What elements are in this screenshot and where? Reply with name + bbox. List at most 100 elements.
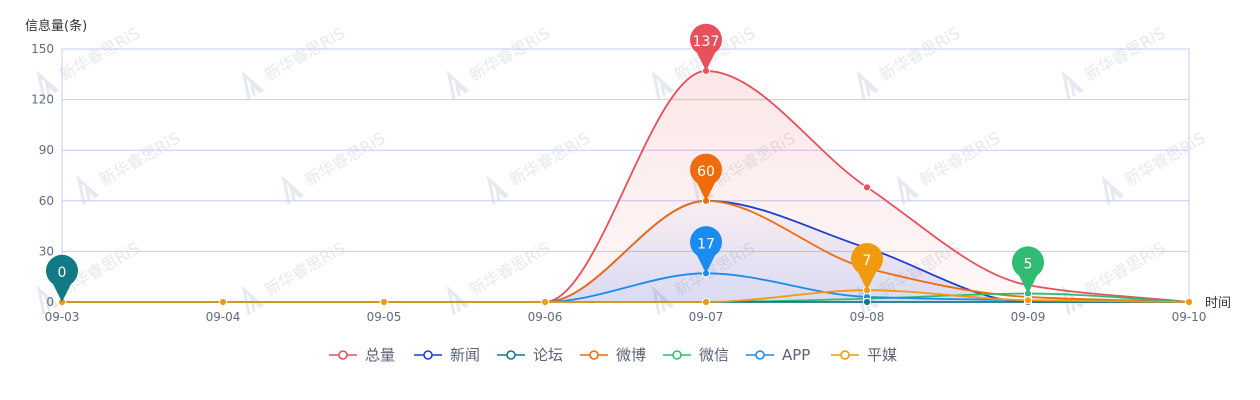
x-tick-label: 09-06 (528, 310, 563, 324)
watermark-logo: 新华睿思RiS (896, 128, 1003, 205)
watermark-text: 新华睿思RiS (1081, 23, 1168, 84)
y-axis-title: 信息量(条) (25, 18, 87, 34)
y-tick-label: 90 (39, 143, 54, 157)
watermark-logo: 新华睿思RiS (76, 128, 183, 205)
pin-marker (45, 254, 79, 302)
data-point-print[interactable] (1023, 296, 1033, 305)
watermark-text: 新华睿思RiS (1121, 128, 1208, 189)
pin-label: 60 (697, 164, 715, 180)
pin-label: 0 (58, 265, 67, 281)
y-tick-label: 120 (31, 93, 54, 107)
watermark-logo: 新华睿思RiS (1101, 128, 1208, 205)
watermark-mark (241, 70, 264, 100)
pin-weibo: 60 (690, 153, 722, 201)
pin-marker (850, 242, 883, 291)
watermark-text: 新华睿思RiS (301, 128, 388, 189)
legend-label: APP (782, 346, 810, 364)
watermark-mark (281, 175, 304, 205)
legend-item-app[interactable]: APP (746, 346, 810, 364)
data-point-print[interactable] (701, 297, 711, 307)
watermark-mark (76, 175, 99, 205)
x-tick-label: 09-08 (850, 310, 885, 324)
watermark-logo: 新华睿思RiS (241, 23, 348, 100)
legend-label: 平媒 (867, 346, 897, 364)
data-point-forum[interactable] (862, 297, 872, 307)
pin-forum: 0 (45, 254, 79, 302)
watermark-logo: 新华睿思RiS (486, 128, 593, 205)
watermark-logo: 新华睿思RiS (446, 23, 553, 100)
legend-swatch-marker (672, 350, 682, 360)
data-point-print[interactable] (540, 297, 550, 307)
watermark-text: 新华睿思RiS (1081, 238, 1168, 299)
pin-label: 7 (863, 253, 872, 269)
legend-swatch-marker (423, 350, 433, 360)
pin-app: 17 (690, 226, 722, 274)
y-tick-label: 150 (31, 42, 54, 56)
x-tick-label: 09-07 (689, 310, 724, 324)
pin-wechat: 5 (1011, 246, 1044, 294)
watermark-text: 新华睿思RiS (261, 238, 348, 299)
legend-item-wechat[interactable]: 微信 (663, 346, 729, 364)
legend: 总量 新闻 论坛 微博 微信 APP 平媒 (329, 346, 897, 364)
data-point-print[interactable] (379, 297, 389, 307)
legend-swatch-marker (506, 350, 516, 360)
x-tick-label: 09-09 (1011, 310, 1046, 324)
watermark-text: 新华睿思RiS (261, 23, 348, 84)
legend-label: 微信 (699, 346, 729, 364)
data-point-print[interactable] (218, 297, 228, 307)
legend-label: 微博 (616, 346, 646, 364)
legend-item-news[interactable]: 新闻 (414, 346, 480, 364)
watermark-mark (486, 175, 509, 205)
watermark-text: 新华睿思RiS (466, 238, 553, 299)
series-area-news (62, 200, 1189, 302)
x-tick-label: 09-03 (45, 310, 80, 324)
x-axis-title: 时间 (1205, 296, 1231, 311)
pin-total: 137 (690, 23, 722, 71)
pin-layer: 137 60 17 7 5 0 (45, 23, 1044, 302)
y-tick-label: 30 (39, 244, 54, 258)
legend-label: 总量 (365, 346, 395, 364)
watermark-logo: 新华睿思RiS (1061, 23, 1168, 100)
pin-label: 17 (697, 236, 715, 252)
watermark-mark (651, 70, 674, 100)
watermark-mark (896, 175, 919, 205)
pin-label: 137 (693, 34, 720, 50)
legend-label: 新闻 (450, 346, 480, 364)
legend-item-total[interactable]: 总量 (329, 346, 395, 364)
watermark-logo: 新华睿思RiS (856, 23, 963, 100)
watermark-text: 新华睿思RiS (466, 23, 553, 84)
watermark-logo: 新华睿思RiS (281, 128, 388, 205)
axis-layer: 信息量(条) 时间 (25, 18, 1231, 311)
legend-item-weibo[interactable]: 微博 (580, 346, 646, 364)
legend-swatch-marker (840, 350, 850, 360)
pin-marker (690, 23, 722, 71)
pin-marker (690, 153, 722, 201)
watermark-mark (446, 70, 469, 100)
pin-print: 7 (850, 242, 883, 291)
legend-swatch-marker (338, 350, 348, 360)
watermark-mark (36, 70, 59, 100)
pin-label: 5 (1024, 257, 1033, 273)
pin-marker (690, 226, 722, 274)
legend-item-forum[interactable]: 论坛 (497, 346, 563, 364)
watermark-text: 新华睿思RiS (876, 23, 963, 84)
legend-swatch-marker (589, 350, 599, 360)
series-line-print (62, 289, 1190, 303)
x-tick-label: 09-04 (206, 310, 241, 324)
data-point-print[interactable] (1184, 297, 1194, 307)
watermark-mark (856, 70, 879, 100)
x-tick-label: 09-10 (1172, 310, 1207, 324)
x-tick-label: 09-05 (367, 310, 402, 324)
watermark-text: 新华睿思RiS (96, 128, 183, 189)
y-tick-label: 60 (39, 194, 54, 208)
watermark-mark (36, 285, 59, 315)
data-point-total[interactable] (862, 183, 872, 192)
watermark-mark (1061, 70, 1084, 100)
legend-label: 论坛 (533, 346, 563, 364)
y-tick-label: 0 (46, 295, 54, 309)
legend-item-print[interactable]: 平媒 (831, 346, 897, 364)
watermark-mark (1101, 175, 1124, 205)
watermark-mark (446, 285, 469, 315)
